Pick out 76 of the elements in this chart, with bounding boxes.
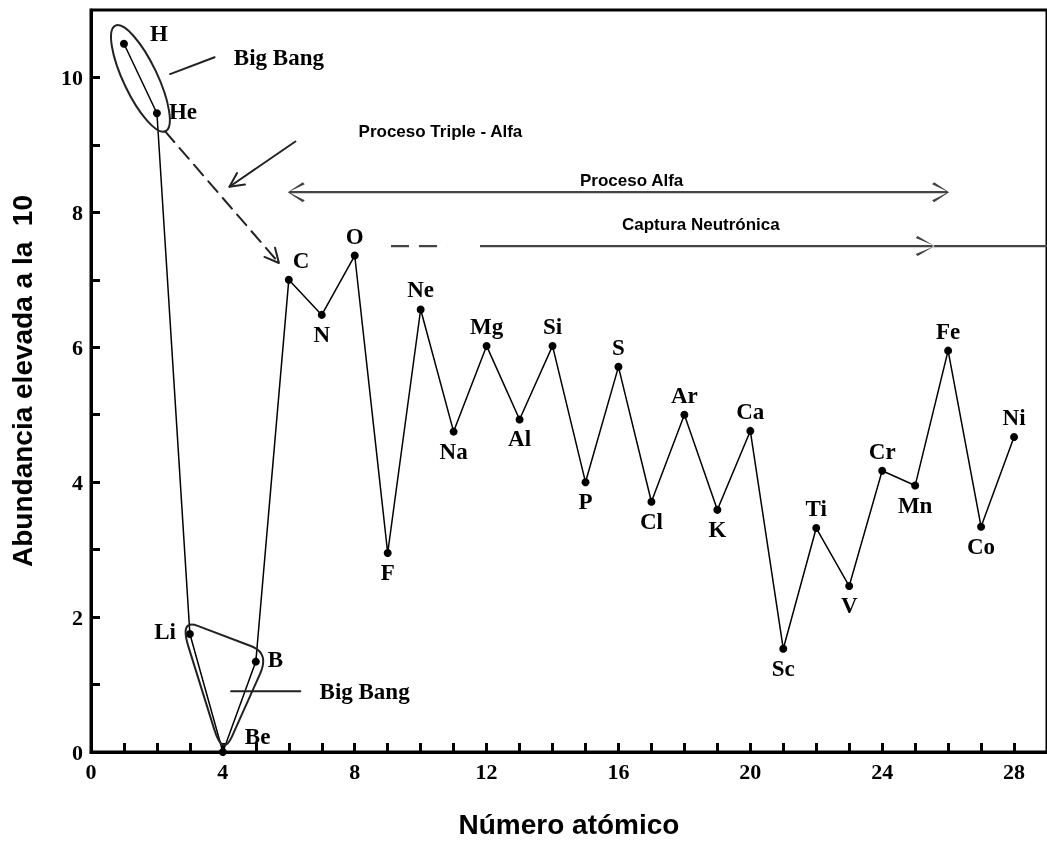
annotation: F [380, 560, 395, 586]
annotation: Ni [1002, 404, 1027, 430]
point [449, 427, 458, 436]
point [746, 426, 755, 435]
annotation: Ti [805, 496, 828, 522]
annotation: Mn [897, 492, 933, 518]
y-tick-label: 6 [72, 334, 83, 360]
point [944, 346, 953, 355]
annotation: Si [542, 313, 563, 339]
annotation: S [612, 334, 625, 360]
y-tick-label: 10 [61, 64, 83, 90]
point [251, 657, 260, 666]
point [713, 505, 722, 514]
point [185, 629, 194, 638]
annotation: Cl [639, 508, 663, 534]
point [779, 644, 788, 653]
annotation: Ca [736, 398, 765, 424]
annotation: Proceso Triple - Alfa [358, 121, 523, 141]
annotation: Proceso Alfa [579, 171, 684, 191]
annotation: Be [244, 723, 271, 749]
annotation: Sc [771, 655, 795, 681]
annotation: Co [967, 533, 996, 559]
annotation: Mg [469, 313, 504, 339]
point [812, 524, 821, 533]
point [284, 275, 293, 284]
annotation: P [578, 489, 593, 515]
y-tick-label: 8 [72, 199, 83, 225]
annotation: Ar [670, 382, 698, 408]
annotation: C [292, 247, 310, 273]
point [548, 341, 557, 350]
point [911, 481, 920, 490]
annotation: O [345, 223, 364, 249]
x-axis-title: Número atómico [458, 808, 680, 840]
annotation: Al [508, 426, 532, 452]
point [845, 582, 854, 591]
annotation: Big Bang [233, 44, 325, 70]
annotation: B [267, 647, 284, 673]
annotation: Na [439, 438, 469, 464]
point [350, 251, 359, 260]
annotation: K [708, 516, 727, 542]
point [317, 310, 326, 319]
point [152, 109, 161, 118]
annotation: He [168, 98, 198, 124]
x-tick-label: 20 [739, 758, 762, 784]
y-tick-label: 2 [72, 604, 83, 630]
x-tick-label: 16 [607, 758, 630, 784]
point [416, 305, 425, 314]
point [383, 549, 392, 558]
annotation: Ne [407, 277, 435, 303]
point [1010, 432, 1019, 441]
x-tick-label: 12 [475, 758, 498, 784]
annotation: Big Bang [319, 678, 411, 704]
point [218, 748, 227, 756]
point [581, 478, 590, 487]
x-tick-label: 4 [217, 758, 229, 784]
y-tick-label: 4 [72, 469, 83, 495]
y-tick-label: 0 [72, 739, 83, 765]
annotation: Fe [935, 318, 961, 344]
annotation: Cr [868, 438, 896, 464]
point [515, 415, 524, 424]
x-tick-label: 24 [871, 758, 894, 784]
x-tick-label: 8 [349, 758, 361, 784]
point [614, 362, 623, 371]
point [482, 341, 491, 350]
annotation: Captura Neutrónica [621, 215, 781, 235]
point [878, 466, 887, 475]
annotation: Li [154, 619, 177, 645]
point [977, 522, 986, 531]
x-tick-label: 28 [1003, 758, 1026, 784]
annotation: H [149, 21, 168, 47]
annotation: V [840, 593, 858, 619]
point [647, 497, 656, 506]
point [680, 410, 689, 419]
annotation: N [313, 321, 331, 347]
y-axis-title: Abundancia elevada a la 10 [6, 195, 38, 567]
point [119, 39, 128, 48]
